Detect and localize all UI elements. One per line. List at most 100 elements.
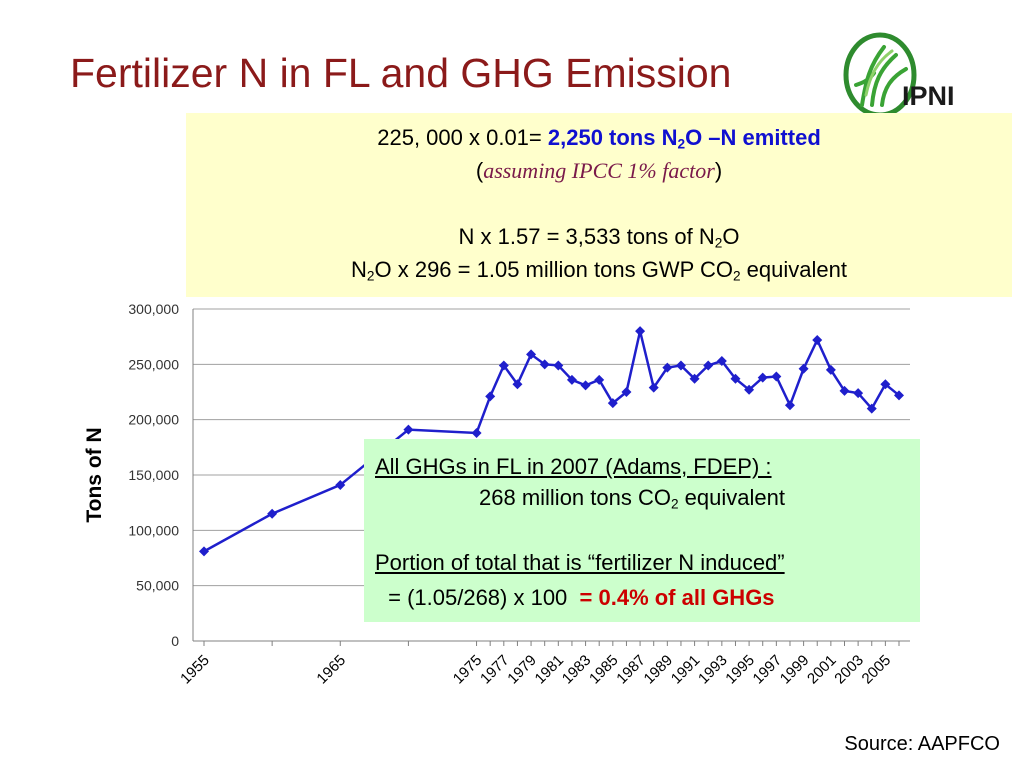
data-point <box>621 387 632 397</box>
calc-line-1: 225, 000 x 0.01= 2,250 tons N2O –N emitt… <box>186 121 1012 154</box>
x-tick-label: 1995 <box>722 652 758 688</box>
data-point <box>703 360 714 371</box>
data-point <box>716 356 727 367</box>
data-point <box>894 390 904 401</box>
data-point <box>553 360 564 371</box>
data-point <box>635 326 646 337</box>
y-tick-label: 150,000 <box>128 467 179 483</box>
ghg-line-4-a: = (1.05/268) x 100 <box>382 585 580 610</box>
x-tick-label: 1987 <box>613 652 649 688</box>
data-point <box>675 360 686 371</box>
logo-leaves-light <box>864 49 894 97</box>
series-points <box>199 326 904 557</box>
ghg-line-2-b: equivalent <box>678 485 785 510</box>
data-point <box>798 363 809 374</box>
calc-paren-open: ( <box>475 158 484 183</box>
data-point <box>512 379 523 390</box>
data-point <box>526 349 537 360</box>
y-tick-label: 50,000 <box>136 578 179 594</box>
x-tick-label: 2001 <box>804 652 840 688</box>
x-tick-label: 1981 <box>532 652 568 688</box>
logo-leaves <box>854 45 908 107</box>
data-point <box>784 400 795 411</box>
data-point <box>403 424 414 435</box>
data-point <box>825 364 836 375</box>
x-tick-label: 1997 <box>750 652 786 688</box>
calc-line-3-sub: 2 <box>714 235 723 251</box>
calc-line-4-c: equivalent <box>740 257 847 282</box>
x-tick-label: 1989 <box>641 652 677 688</box>
calc-paren-close: ) <box>714 158 723 183</box>
x-tick-label: 1993 <box>695 652 731 688</box>
x-tick-label: 1983 <box>559 652 595 688</box>
ghg-share-highlight: = 0.4% of all GHGs <box>579 585 775 610</box>
y-axis-tick-labels: 0 50,000 100,000 150,000 200,000 250,000 300,0… <box>128 301 179 649</box>
calc-assumption: assuming IPCC 1% factor <box>483 158 715 183</box>
x-tick-label: 1965 <box>313 652 349 688</box>
data-point <box>648 382 659 393</box>
data-point <box>471 427 482 438</box>
x-tick-label: 1977 <box>477 652 513 688</box>
calc-line-3-a: N x 1.57 = 3,533 tons of N <box>458 224 715 249</box>
calculation-box: 225, 000 x 0.01= 2,250 tons N2O –N emitt… <box>186 113 1012 297</box>
calc-highlight-a: 2,250 tons N <box>547 125 678 150</box>
slide-title: Fertilizer N in FL and GHG Emission <box>70 50 732 96</box>
calc-line-3-b: O <box>722 224 740 249</box>
y-tick-label: 100,000 <box>128 522 179 538</box>
ghg-line-2-sub: 2 <box>670 496 679 512</box>
data-point <box>662 362 673 373</box>
calc-line-4-sub2: 2 <box>732 268 741 284</box>
data-point <box>539 359 550 370</box>
calc-line-2: (assuming IPCC 1% factor) <box>186 154 1012 187</box>
ghg-line-2: 268 million tons CO2 equivalent <box>479 482 785 513</box>
source-note: Source: AAPFCO <box>844 733 1000 755</box>
data-point <box>744 384 755 395</box>
calc-line-1-prefix: 225, 000 x 0.01= <box>377 125 548 150</box>
y-axis-label: Tons of N <box>83 427 106 522</box>
y-tick-label: 250,000 <box>128 356 179 372</box>
calc-highlight-b: O –N emitted <box>685 125 821 150</box>
data-point <box>812 334 823 345</box>
x-tick-label: 1991 <box>668 652 704 688</box>
x-tick-label: 2003 <box>831 652 867 688</box>
data-point <box>866 403 877 414</box>
data-point <box>199 546 209 557</box>
calc-line-4-a: N <box>351 257 367 282</box>
x-tick-label: 1999 <box>777 652 813 688</box>
calc-line-4: N2O x 296 = 1.05 million tons GWP CO2 eq… <box>186 253 1012 286</box>
data-point <box>880 379 891 390</box>
data-point <box>853 388 864 399</box>
y-tick-label: 0 <box>171 633 179 649</box>
data-point <box>267 508 278 519</box>
ghg-summary-box: All GHGs in FL in 2007 (Adams, FDEP) : 2… <box>364 439 920 622</box>
data-point <box>839 385 850 396</box>
calc-line-3: N x 1.57 = 3,533 tons of N2O <box>186 220 1012 253</box>
logo-text: IPNI <box>902 81 955 111</box>
data-point <box>335 479 346 490</box>
chart-axes <box>192 309 910 646</box>
y-tick-label: 200,000 <box>128 412 179 428</box>
x-tick-label: 1979 <box>504 652 540 688</box>
data-point <box>498 360 509 371</box>
ghg-line-4: = (1.05/268) x 100 = 0.4% of all GHGs <box>382 582 775 613</box>
x-tick-label: 1975 <box>450 652 486 688</box>
data-point <box>689 373 700 384</box>
y-tick-label: 300,000 <box>128 301 179 317</box>
data-point <box>757 372 768 383</box>
calc-highlight-sub: 2 <box>677 136 686 152</box>
data-point <box>580 380 591 391</box>
x-tick-label: 1955 <box>177 652 213 688</box>
data-point <box>485 391 496 402</box>
data-point <box>771 371 782 382</box>
calc-line-4-b: O x 296 = 1.05 million tons GWP CO <box>374 257 733 282</box>
x-axis-tick-labels: 1955 1965 19751977197919811983198519871989… <box>177 652 894 688</box>
data-point <box>730 373 741 384</box>
data-point <box>594 374 605 385</box>
ghg-line-3: Portion of total that is “fertilizer N i… <box>375 550 785 575</box>
data-point <box>607 398 618 409</box>
ghg-line-2-a: 268 million tons CO <box>479 485 671 510</box>
x-tick-label: 1985 <box>586 652 622 688</box>
x-tick-label: 2005 <box>859 652 895 688</box>
calc-line-1-highlight: 2,250 tons N2O –N emitted <box>547 125 821 152</box>
calc-line-4-sub1: 2 <box>366 268 375 284</box>
